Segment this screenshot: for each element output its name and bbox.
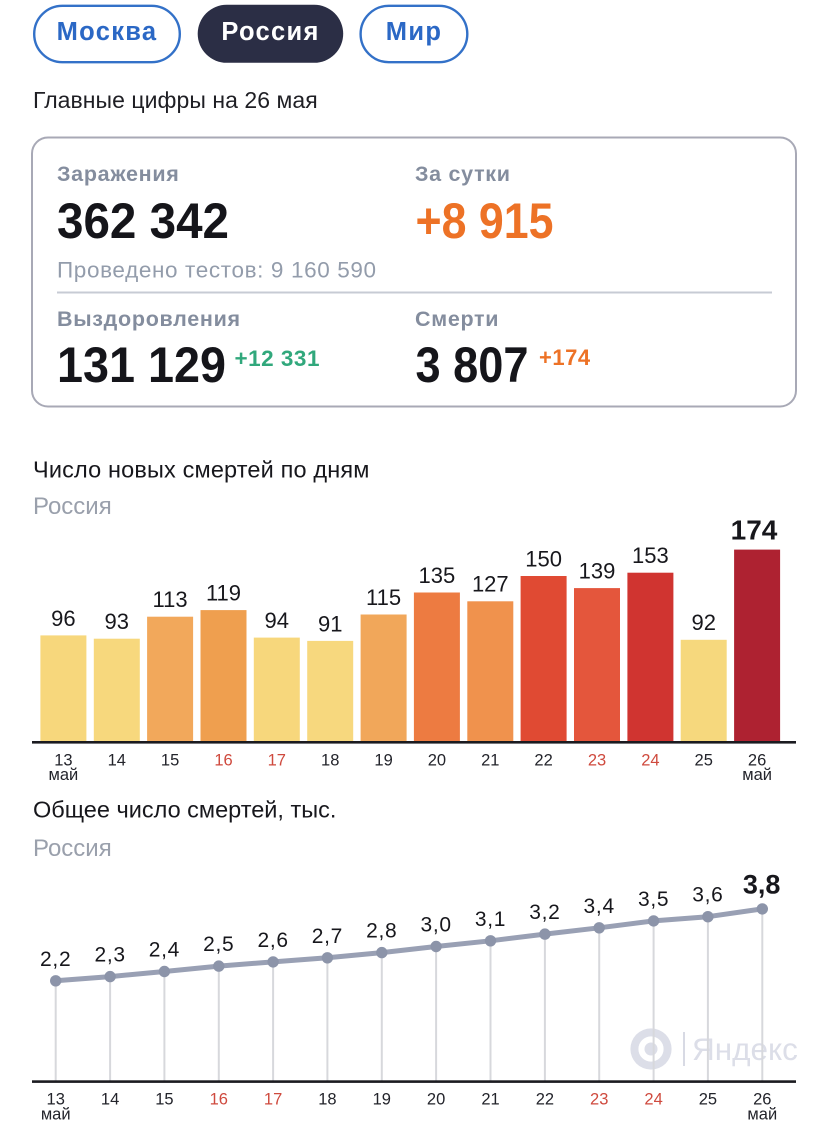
svg-text:май: май: [742, 766, 772, 784]
svg-text:23: 23: [588, 751, 606, 769]
svg-text:14: 14: [101, 1090, 119, 1108]
svg-text:96: 96: [51, 606, 75, 631]
svg-text:За сутки: За сутки: [415, 162, 511, 186]
svg-text:Смерти: Смерти: [415, 307, 499, 331]
svg-text:22: 22: [534, 751, 552, 769]
svg-text:25: 25: [695, 751, 713, 769]
svg-text:Главные цифры на 26 мая: Главные цифры на 26 мая: [33, 87, 318, 113]
svg-text:+12 331: +12 331: [235, 346, 320, 371]
svg-text:Россия: Россия: [221, 18, 319, 46]
svg-text:18: 18: [321, 751, 339, 769]
svg-text:26: 26: [748, 751, 766, 769]
svg-text:174: 174: [731, 514, 778, 545]
svg-text:май: май: [747, 1105, 777, 1123]
svg-text:21: 21: [481, 751, 499, 769]
svg-text:94: 94: [265, 608, 289, 633]
svg-text:13: 13: [54, 751, 72, 769]
svg-text:2,2: 2,2: [40, 948, 71, 971]
svg-text:3,6: 3,6: [692, 884, 723, 907]
svg-text:150: 150: [525, 546, 562, 571]
svg-text:16: 16: [210, 1090, 228, 1108]
svg-text:3,1: 3,1: [475, 908, 506, 931]
svg-text:135: 135: [419, 563, 456, 588]
svg-text:май: май: [41, 1105, 71, 1123]
svg-text:Проведено тестов: 9 160 590: Проведено тестов: 9 160 590: [57, 258, 377, 283]
svg-text:25: 25: [699, 1090, 717, 1108]
svg-text:13: 13: [47, 1090, 65, 1108]
svg-text:Заражения: Заражения: [57, 162, 179, 186]
svg-text:22: 22: [536, 1090, 554, 1108]
svg-text:Общее число смертей, тыс.: Общее число смертей, тыс.: [33, 796, 336, 822]
svg-text:21: 21: [481, 1090, 499, 1108]
svg-text:Россия: Россия: [33, 493, 112, 520]
svg-text:113: 113: [153, 587, 188, 612]
svg-text:131 129: 131 129: [57, 337, 226, 393]
svg-text:Москва: Москва: [57, 18, 158, 46]
svg-text:92: 92: [691, 610, 715, 635]
svg-text:24: 24: [641, 751, 659, 769]
svg-text:15: 15: [155, 1090, 173, 1108]
svg-text:2,3: 2,3: [94, 944, 125, 967]
svg-text:20: 20: [428, 751, 446, 769]
svg-text:15: 15: [161, 751, 179, 769]
svg-text:3,5: 3,5: [638, 888, 669, 911]
svg-text:153: 153: [632, 543, 669, 568]
svg-text:Число новых смертей по дням: Число новых смертей по дням: [33, 456, 370, 482]
svg-text:119: 119: [206, 581, 241, 606]
svg-text:91: 91: [318, 611, 342, 636]
svg-text:+174: +174: [539, 345, 591, 370]
svg-text:139: 139: [579, 559, 616, 584]
svg-text:14: 14: [108, 751, 126, 769]
svg-text:19: 19: [373, 1090, 391, 1108]
svg-text:115: 115: [366, 585, 401, 610]
svg-text:3 807: 3 807: [416, 337, 529, 393]
svg-text:3,2: 3,2: [529, 901, 560, 924]
svg-text:362 342: 362 342: [57, 193, 229, 249]
svg-text:2,4: 2,4: [149, 939, 180, 962]
svg-text:20: 20: [427, 1090, 445, 1108]
svg-text:19: 19: [374, 751, 392, 769]
svg-text:2,5: 2,5: [203, 933, 234, 956]
svg-text:24: 24: [644, 1090, 662, 1108]
svg-text:17: 17: [268, 751, 286, 769]
svg-text:17: 17: [264, 1090, 282, 1108]
svg-text:18: 18: [318, 1090, 336, 1108]
svg-text:3,8: 3,8: [743, 869, 781, 899]
svg-text:127: 127: [472, 572, 509, 597]
svg-text:Мир: Мир: [386, 18, 442, 46]
svg-text:Россия: Россия: [33, 835, 112, 862]
svg-text:Выздоровления: Выздоровления: [57, 307, 241, 331]
svg-text:26: 26: [753, 1090, 771, 1108]
svg-text:93: 93: [105, 609, 129, 634]
svg-text:+8 915: +8 915: [416, 193, 554, 249]
svg-text:23: 23: [590, 1090, 608, 1108]
svg-text:Яндекс: Яндекс: [692, 1031, 798, 1067]
svg-text:май: май: [49, 766, 79, 784]
svg-text:3,4: 3,4: [584, 895, 615, 918]
svg-text:2,7: 2,7: [312, 925, 343, 948]
svg-text:2,6: 2,6: [257, 929, 288, 952]
svg-text:3,0: 3,0: [420, 914, 451, 937]
svg-text:16: 16: [214, 751, 232, 769]
svg-text:2,8: 2,8: [366, 920, 397, 943]
